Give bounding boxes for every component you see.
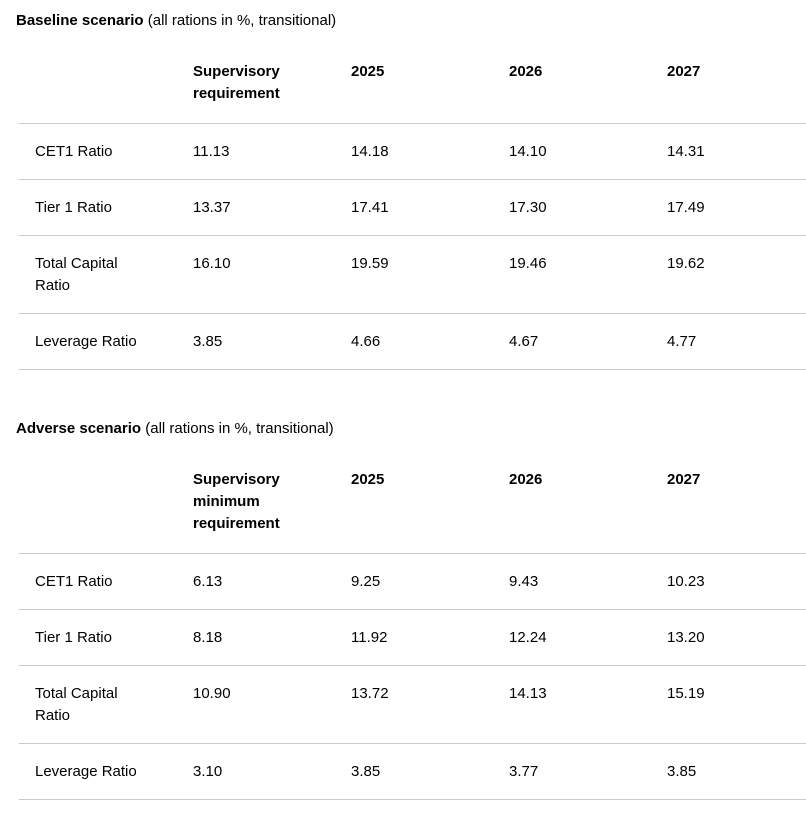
table-row: Total Capital Ratio 10.90 13.72 14.13 15… xyxy=(19,665,806,744)
value-cell: 19.62 xyxy=(651,235,806,314)
value-cell: 4.67 xyxy=(493,313,651,370)
adverse-header-row: Supervisory minimum requirement 2025 202… xyxy=(19,455,806,554)
value-cell: 10.90 xyxy=(177,665,335,744)
adverse-section-title: Adverse scenario (all rations in %, tran… xyxy=(16,416,806,439)
row-label-cell: Tier 1 Ratio xyxy=(19,609,177,666)
baseline-table: Supervisory requirement 2025 2026 2027 C… xyxy=(19,47,806,370)
baseline-header-row: Supervisory requirement 2025 2026 2027 xyxy=(19,47,806,124)
value-cell: 9.43 xyxy=(493,553,651,610)
value-cell: 17.49 xyxy=(651,179,806,236)
baseline-section-title: Baseline scenario (all rations in %, tra… xyxy=(16,8,806,31)
row-label-cell: Leverage Ratio xyxy=(19,743,177,800)
table-row: Tier 1 Ratio 13.37 17.41 17.30 17.49 xyxy=(19,179,806,236)
value-cell: 13.20 xyxy=(651,609,806,666)
value-cell: 14.13 xyxy=(493,665,651,744)
adverse-scenario-section: Adverse scenario (all rations in %, tran… xyxy=(16,416,806,800)
adverse-table: Supervisory minimum requirement 2025 202… xyxy=(19,455,806,800)
table-row: Total Capital Ratio 16.10 19.59 19.46 19… xyxy=(19,235,806,314)
value-cell: 3.77 xyxy=(493,743,651,800)
value-cell: 17.30 xyxy=(493,179,651,236)
row-label-cell: Tier 1 Ratio xyxy=(19,179,177,236)
baseline-header-empty xyxy=(19,47,177,124)
table-row: CET1 Ratio 11.13 14.18 14.10 14.31 xyxy=(19,123,806,180)
row-label-cell: Total Capital Ratio xyxy=(19,235,177,314)
adverse-header-2025: 2025 xyxy=(335,455,493,554)
page: Baseline scenario (all rations in %, tra… xyxy=(16,8,806,800)
value-cell: 3.10 xyxy=(177,743,335,800)
value-cell: 3.85 xyxy=(335,743,493,800)
value-cell: 4.66 xyxy=(335,313,493,370)
value-cell: 12.24 xyxy=(493,609,651,666)
row-label-cell: Total Capital Ratio xyxy=(19,665,177,744)
value-cell: 19.46 xyxy=(493,235,651,314)
adverse-title-note: (all rations in %, transitional) xyxy=(141,420,334,437)
row-label-cell: CET1 Ratio xyxy=(19,123,177,180)
baseline-title-note: (all rations in %, transitional) xyxy=(143,12,337,29)
value-cell: 11.92 xyxy=(335,609,493,666)
baseline-header-2025: 2025 xyxy=(335,47,493,124)
value-cell: 8.18 xyxy=(177,609,335,666)
baseline-header-supervisory-requirement: Supervisory requirement xyxy=(177,47,335,124)
value-cell: 14.10 xyxy=(493,123,651,180)
baseline-scenario-section: Baseline scenario (all rations in %, tra… xyxy=(16,8,806,370)
baseline-title-bold: Baseline scenario xyxy=(16,12,144,29)
value-cell: 14.31 xyxy=(651,123,806,180)
adverse-header-2026: 2026 xyxy=(493,455,651,554)
table-row: CET1 Ratio 6.13 9.25 9.43 10.23 xyxy=(19,553,806,610)
value-cell: 16.10 xyxy=(177,235,335,314)
table-row: Leverage Ratio 3.85 4.66 4.67 4.77 xyxy=(19,313,806,370)
value-cell: 17.41 xyxy=(335,179,493,236)
adverse-header-empty xyxy=(19,455,177,554)
value-cell: 3.85 xyxy=(177,313,335,370)
baseline-header-2027: 2027 xyxy=(651,47,806,124)
value-cell: 10.23 xyxy=(651,553,806,610)
value-cell: 14.18 xyxy=(335,123,493,180)
baseline-header-2026: 2026 xyxy=(493,47,651,124)
row-label-cell: Leverage Ratio xyxy=(19,313,177,370)
adverse-header-2027: 2027 xyxy=(651,455,806,554)
adverse-title-bold: Adverse scenario xyxy=(16,420,142,437)
value-cell: 11.13 xyxy=(177,123,335,180)
value-cell: 9.25 xyxy=(335,553,493,610)
value-cell: 13.72 xyxy=(335,665,493,744)
value-cell: 13.37 xyxy=(177,179,335,236)
value-cell: 15.19 xyxy=(651,665,806,744)
value-cell: 4.77 xyxy=(651,313,806,370)
table-row: Leverage Ratio 3.10 3.85 3.77 3.85 xyxy=(19,743,806,800)
value-cell: 6.13 xyxy=(177,553,335,610)
value-cell: 19.59 xyxy=(335,235,493,314)
table-row: Tier 1 Ratio 8.18 11.92 12.24 13.20 xyxy=(19,609,806,666)
adverse-header-supervisory-minimum-requirement: Supervisory minimum requirement xyxy=(177,455,335,554)
row-label-cell: CET1 Ratio xyxy=(19,553,177,610)
value-cell: 3.85 xyxy=(651,743,806,800)
